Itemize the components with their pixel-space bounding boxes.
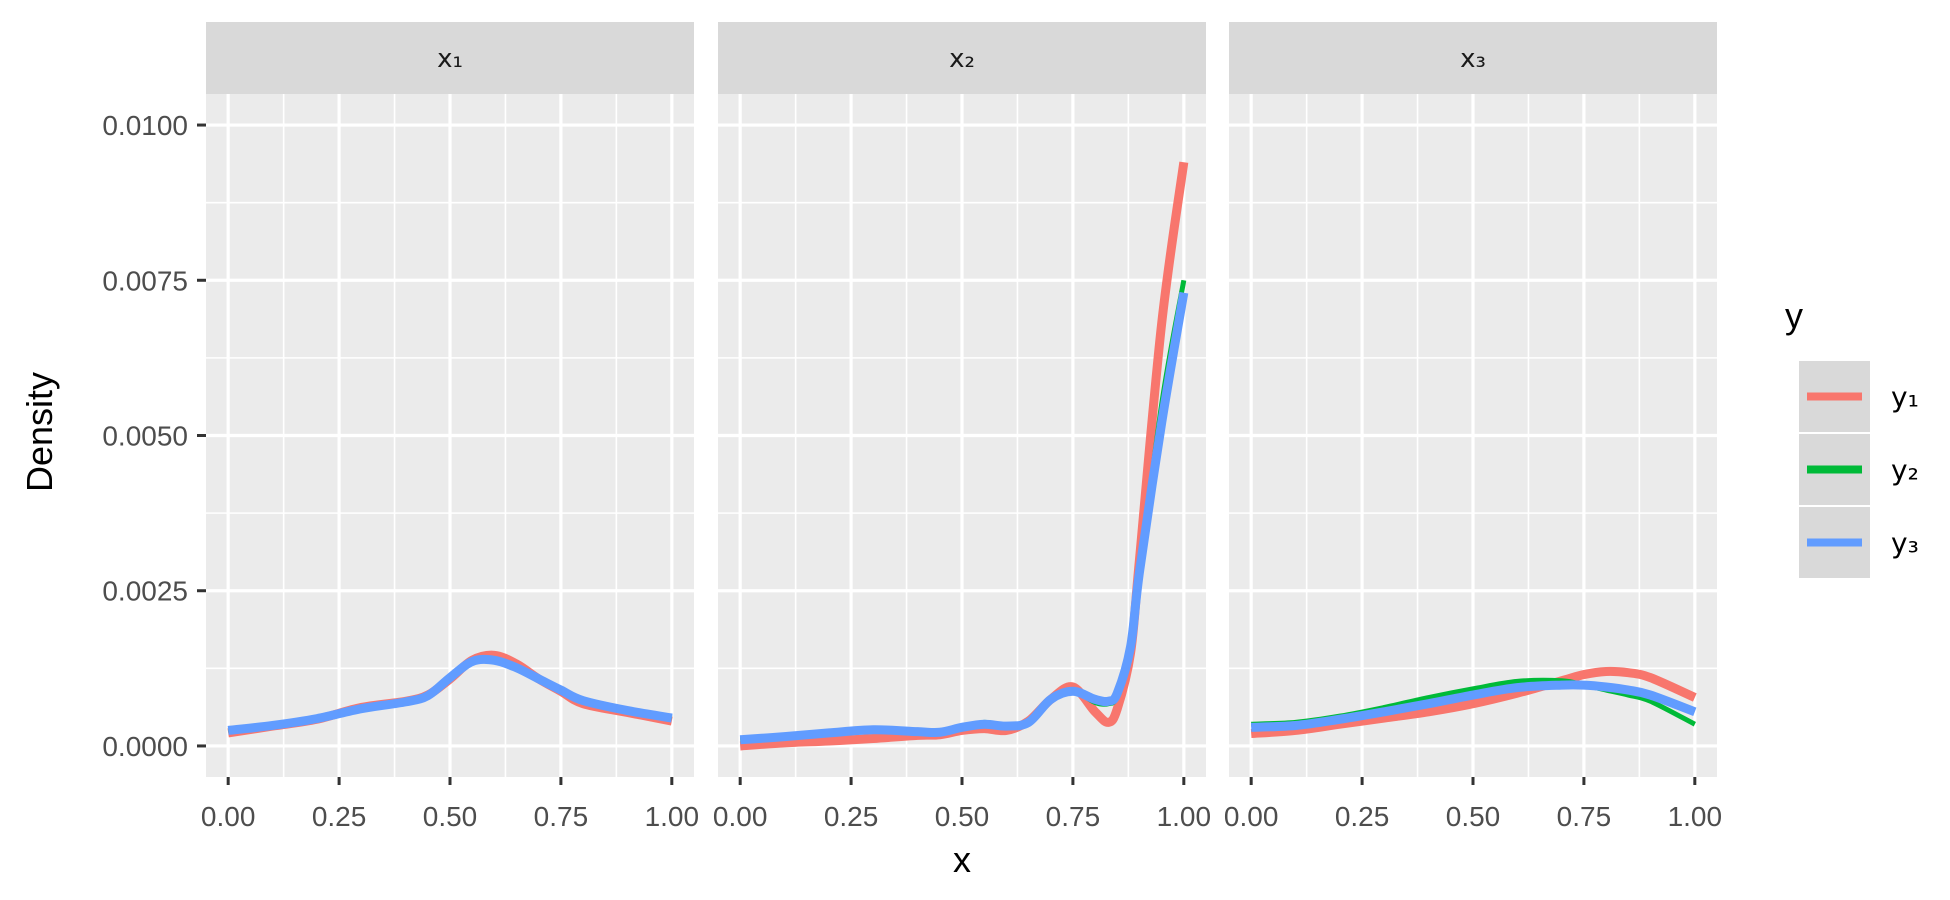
series-line-3-y1 [1250,666,1697,739]
x-tick-label: 0.25 [1335,801,1390,832]
x-tick-label: 0.25 [824,801,879,832]
y-tick-label: 0.0075 [102,265,188,296]
axes-layer: 0.00 0.25 0.50 0.75 1.00 0.00 0.25 0.50 0.75 1.00… [102,110,1722,832]
x-tick-label: 0.00 [201,801,256,832]
x-tick-label: 1.00 [1668,801,1723,832]
x-tick-label: 0.25 [312,801,367,832]
x-tick-label: 1.00 [1157,801,1212,832]
facet-panel-2: x₂ [718,22,1206,777]
x-axis-title: x [953,839,971,880]
y-tick-label: 0.0100 [102,110,188,141]
x-tick-label: 0.50 [423,801,478,832]
series-line-2-y3 [739,291,1189,745]
legend-items: y₁ y₂ y₃ [1797,359,1919,580]
x-tick-label: 0.75 [534,801,589,832]
y-axis-title: Density [19,372,60,492]
y-tick-label: 0.0000 [102,731,188,762]
series-line-3-y3 [1250,680,1697,732]
facet-panel-1: x₁ [206,22,694,777]
facet-strip-label: x₃ [1460,44,1486,74]
legend-item-y3: y₃ [1797,505,1919,580]
panels-layer: x₁ x₂ x₃ [206,22,1717,777]
legend-item-y2: y₂ [1797,432,1919,507]
facet-strip-bg [718,22,1206,94]
facet-strip-bg [1229,22,1717,94]
y-tick-label: 0.0050 [102,421,188,452]
x-tick-label: 0.75 [1557,801,1612,832]
legend-item-y1: y₁ [1797,359,1919,434]
x-tick-label: 0.00 [713,801,768,832]
legend-title: y [1785,295,1803,336]
facet-strip-label: x₂ [949,44,975,74]
facet-panel-3: x₃ [1229,22,1717,777]
legend-label: y₁ [1891,381,1919,414]
legend: y y₁ y₂ y₃ [1785,295,1919,580]
legend-label: y₃ [1891,527,1919,560]
x-tick-label: 0.75 [1046,801,1101,832]
y-tick-label: 0.0025 [102,576,188,607]
series-line-1-y3 [227,654,673,735]
x-tick-label: 0.50 [935,801,990,832]
x-tick-label: 0.00 [1224,801,1279,832]
facet-strip-label: x₁ [437,44,463,74]
facet-strip-bg [206,22,694,94]
legend-label: y₂ [1891,454,1919,487]
x-tick-label: 0.50 [1446,801,1501,832]
x-tick-label: 1.00 [645,801,700,832]
